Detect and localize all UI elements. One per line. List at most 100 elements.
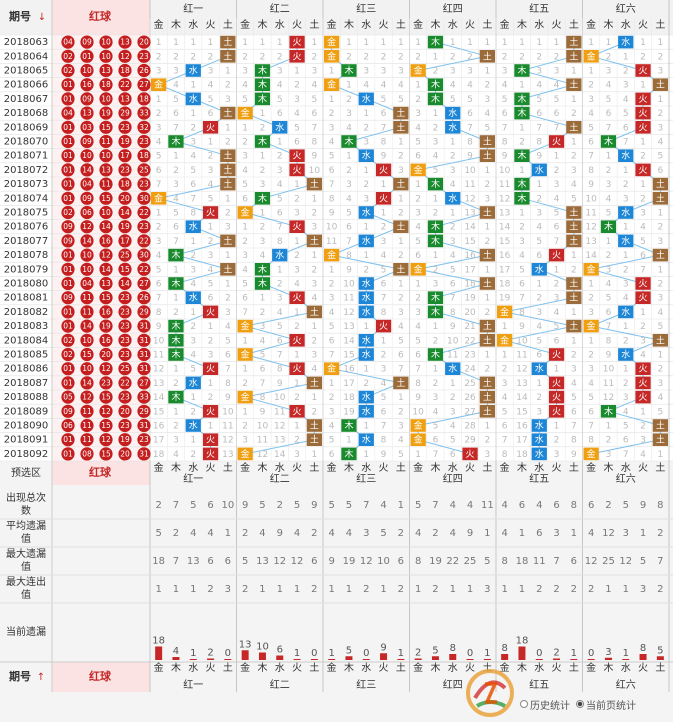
miss-count: 2 (225, 81, 231, 91)
miss-count: 4 (640, 450, 646, 460)
red-ball (137, 447, 151, 461)
miss-count: 2 (640, 152, 646, 162)
miss-bar-element: 金 (154, 661, 164, 674)
preselect-element: 水 (188, 462, 198, 474)
red-ball (80, 347, 94, 362)
miss-count: 1 (502, 322, 508, 332)
miss-bar (258, 652, 266, 660)
issue-number: 2018073 (4, 179, 49, 190)
red-ball (118, 35, 132, 49)
miss-count: 2 (294, 436, 300, 446)
preselect-element: 水 (534, 462, 544, 474)
element-hit-label: 火 (639, 293, 648, 304)
element-hit-label: 火 (639, 378, 648, 389)
red-ball-number: 16 (101, 236, 111, 245)
miss-count: 2 (225, 294, 231, 304)
element-hit (479, 390, 495, 404)
red-ball-number: 02 (63, 350, 73, 359)
miss-count: 8 (450, 308, 456, 318)
red-ball-number: 27 (139, 378, 149, 387)
miss-count: 4 (381, 379, 387, 389)
miss-count: 2 (640, 194, 646, 204)
miss-count: 2 (190, 322, 196, 332)
miss-count: 11 (274, 407, 285, 417)
element-hit (306, 177, 322, 191)
element-hit-label: 土 (569, 235, 578, 247)
miss-count: 6 (536, 109, 542, 119)
element-hit-label: 水 (621, 349, 630, 361)
miss-count: 10 (222, 407, 234, 417)
miss-bar (639, 654, 647, 660)
element-hit (479, 206, 495, 219)
element-hit (185, 419, 201, 432)
miss-count: 7 (225, 365, 231, 375)
miss-count: 1 (294, 180, 300, 190)
sort-up-icon: ↑ (37, 672, 45, 683)
element-hit-label: 木 (431, 349, 440, 361)
element-header: 土 (655, 18, 665, 31)
miss-count: 2 (415, 52, 421, 62)
miss-count: 3 (554, 294, 560, 304)
red-ball-number: 31 (139, 336, 149, 345)
element-hit-label: 金 (241, 320, 250, 332)
miss-bar (604, 657, 612, 660)
miss-count: 1 (294, 351, 300, 361)
red-ball (99, 120, 113, 134)
miss-count: 3 (225, 308, 231, 318)
miss-count: 1 (554, 38, 560, 48)
element-header: 金 (240, 18, 250, 31)
preselect-element: 土 (396, 461, 406, 474)
element-hit (341, 135, 357, 148)
miss-count: 9 (277, 379, 283, 389)
miss-count: 4 (571, 379, 577, 389)
element-hit-label: 金 (414, 263, 423, 275)
miss-count: 29 (464, 436, 476, 446)
miss-count: 2 (208, 152, 214, 162)
red-ball (61, 205, 75, 220)
miss-count: 5 (588, 393, 594, 403)
miss-count: 5 (208, 95, 214, 105)
miss-count: 4 (190, 351, 196, 361)
miss-count: 5 (484, 123, 490, 133)
miss-count: 1 (588, 336, 594, 346)
preselect-element: 金 (413, 461, 423, 474)
current-page-stat-option[interactable]: 当前页统计 (576, 697, 636, 712)
miss-count: 3 (277, 67, 283, 77)
miss-count: 5 (657, 407, 663, 417)
red-ball (61, 433, 75, 447)
miss-count: 2 (588, 351, 594, 361)
element-hit-label: 火 (293, 51, 302, 62)
red-ball-number: 01 (63, 322, 73, 331)
miss-count: 9 (450, 322, 456, 332)
element-hit (618, 348, 634, 361)
miss-count: 4 (606, 81, 612, 91)
stat-value: 6 (311, 556, 317, 567)
miss-count: 1 (156, 209, 162, 219)
miss-count: 1 (190, 436, 196, 446)
red-ball-number: 09 (63, 293, 73, 302)
stat-value: 12 (291, 556, 304, 567)
element-hit (168, 348, 184, 361)
stat-value: 3 (553, 528, 559, 539)
red-ball-number: 12 (82, 222, 92, 231)
history-stat-option[interactable]: 历史统计 (520, 697, 570, 712)
element-hit-label: 金 (414, 420, 423, 432)
red-ball (118, 418, 132, 433)
miss-count: 2 (381, 223, 387, 233)
miss-count: 12 (516, 365, 527, 375)
miss-count: 2 (173, 379, 179, 389)
miss-count: 1 (381, 38, 387, 48)
miss-bar-element: 水 (188, 662, 198, 674)
red-ball (137, 35, 151, 49)
stat-value: 2 (155, 500, 161, 511)
miss-count: 2 (329, 393, 335, 403)
element-hit (202, 447, 219, 461)
miss-count: 3 (208, 67, 214, 77)
element-hit (410, 163, 426, 177)
red-ball (80, 390, 94, 404)
element-hit-label: 土 (396, 121, 405, 133)
miss-bar-value: 5 (657, 645, 663, 656)
element-hit (151, 78, 167, 91)
miss-count: 1 (173, 407, 179, 417)
miss-count: 3 (156, 237, 162, 247)
